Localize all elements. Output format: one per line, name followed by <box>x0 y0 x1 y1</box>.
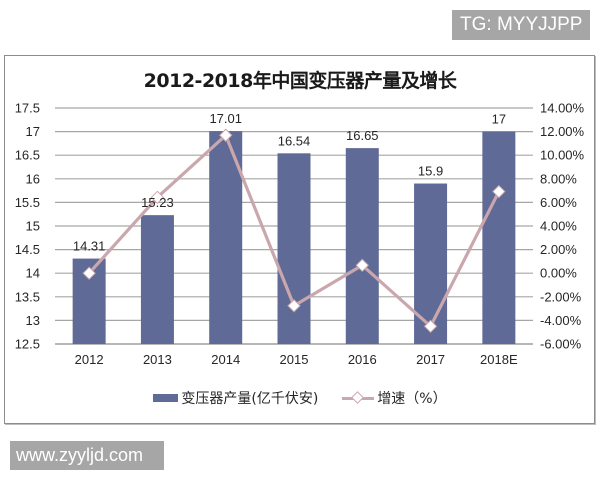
right-axis-tick: 0.00% <box>540 266 577 281</box>
right-axis-tick: 4.00% <box>540 219 577 234</box>
x-axis-tick: 2015 <box>280 352 309 367</box>
bar-value-label: 16.54 <box>278 133 311 148</box>
diamond-marker-icon <box>82 266 96 280</box>
left-axis-tick: 13.5 <box>15 289 40 304</box>
left-axis-tick: 14.5 <box>15 242 40 257</box>
diamond-marker-icon <box>219 128 233 142</box>
left-axis-tick: 12.5 <box>15 337 40 352</box>
bar-2013 <box>140 215 174 344</box>
right-axis-tick: 6.00% <box>540 195 577 210</box>
bar-data-labels: 14.31 15.23 17.01 16.54 16.65 15.9 17 <box>73 111 506 253</box>
bar-value-label: 15.9 <box>418 164 443 179</box>
bar-2016 <box>345 148 379 344</box>
left-axis-tick: 13 <box>26 313 40 328</box>
x-axis-tick: 2016 <box>348 352 377 367</box>
left-axis-tick: 17 <box>26 124 40 139</box>
bar-2015 <box>277 153 311 344</box>
right-axis-tick: 14.00% <box>540 101 585 116</box>
bar-value-label: 17 <box>492 112 506 127</box>
right-axis-tick: 10.00% <box>540 148 585 163</box>
bar-value-label: 17.01 <box>209 111 242 126</box>
bar-value-label: 16.65 <box>346 128 379 143</box>
left-axis-tick: 15.5 <box>15 195 40 210</box>
watermark-site-badge: www.zyyljd.com <box>10 441 164 470</box>
right-axis-ticks: 14.00% 12.00% 10.00% 8.00% 6.00% 4.00% 2.00% 0.… <box>540 101 585 352</box>
left-axis-tick: 16 <box>26 171 40 186</box>
right-axis-tick: -6.00% <box>540 337 582 352</box>
diamond-marker-icon <box>150 190 165 205</box>
chart-title: 2012-2018年中国变压器产量及增长 <box>143 70 457 92</box>
diamond-marker-icon <box>287 299 301 313</box>
watermark-tg-badge: TG: MYYJJPP <box>452 10 590 40</box>
legend-label-production: 变压器产量(亿千伏安) <box>181 391 319 407</box>
bar-2018E <box>482 131 516 344</box>
x-axis-ticks: 2012 2013 2014 2015 2016 2017 2018E <box>75 352 518 367</box>
x-axis-tick: 2012 <box>75 352 104 367</box>
bar-value-label: 15.23 <box>141 195 174 210</box>
right-axis-tick: 2.00% <box>540 242 577 257</box>
diamond-marker-icon <box>423 319 438 334</box>
right-axis-tick: 12.00% <box>540 124 585 139</box>
diamond-marker-icon <box>492 184 506 199</box>
right-axis-tick: -2.00% <box>540 289 582 304</box>
x-axis-tick: 2014 <box>211 352 240 367</box>
left-axis-tick: 15 <box>26 219 40 234</box>
left-axis-ticks: 17.5 17 16.5 16 15.5 15 14.5 14 13.5 13 12.5 <box>15 101 40 352</box>
x-axis-tick: 2018E <box>480 352 518 367</box>
legend-line-diamond-icon <box>342 392 375 404</box>
x-axis-tick: 2017 <box>416 352 445 367</box>
legend-item-production: 变压器产量(亿千伏安) <box>153 388 318 408</box>
left-axis-tick: 16.5 <box>15 148 40 163</box>
x-axis-tick: 2013 <box>143 352 172 367</box>
right-axis-tick: -4.00% <box>540 313 582 328</box>
bar-value-label: 14.31 <box>73 239 106 254</box>
legend-label-growth: 增速（%） <box>377 391 447 407</box>
diamond-marker-icon <box>355 258 369 273</box>
chart-legend: 变压器产量(亿千伏安) 增速（%） <box>0 386 600 410</box>
right-axis-tick: 8.00% <box>540 171 577 186</box>
left-axis-tick: 14 <box>26 266 40 281</box>
legend-bar-swatch-icon <box>153 394 179 402</box>
line-series <box>82 128 506 334</box>
legend-item-growth: 增速（%） <box>342 388 447 408</box>
left-axis-tick: 17.5 <box>15 101 40 116</box>
